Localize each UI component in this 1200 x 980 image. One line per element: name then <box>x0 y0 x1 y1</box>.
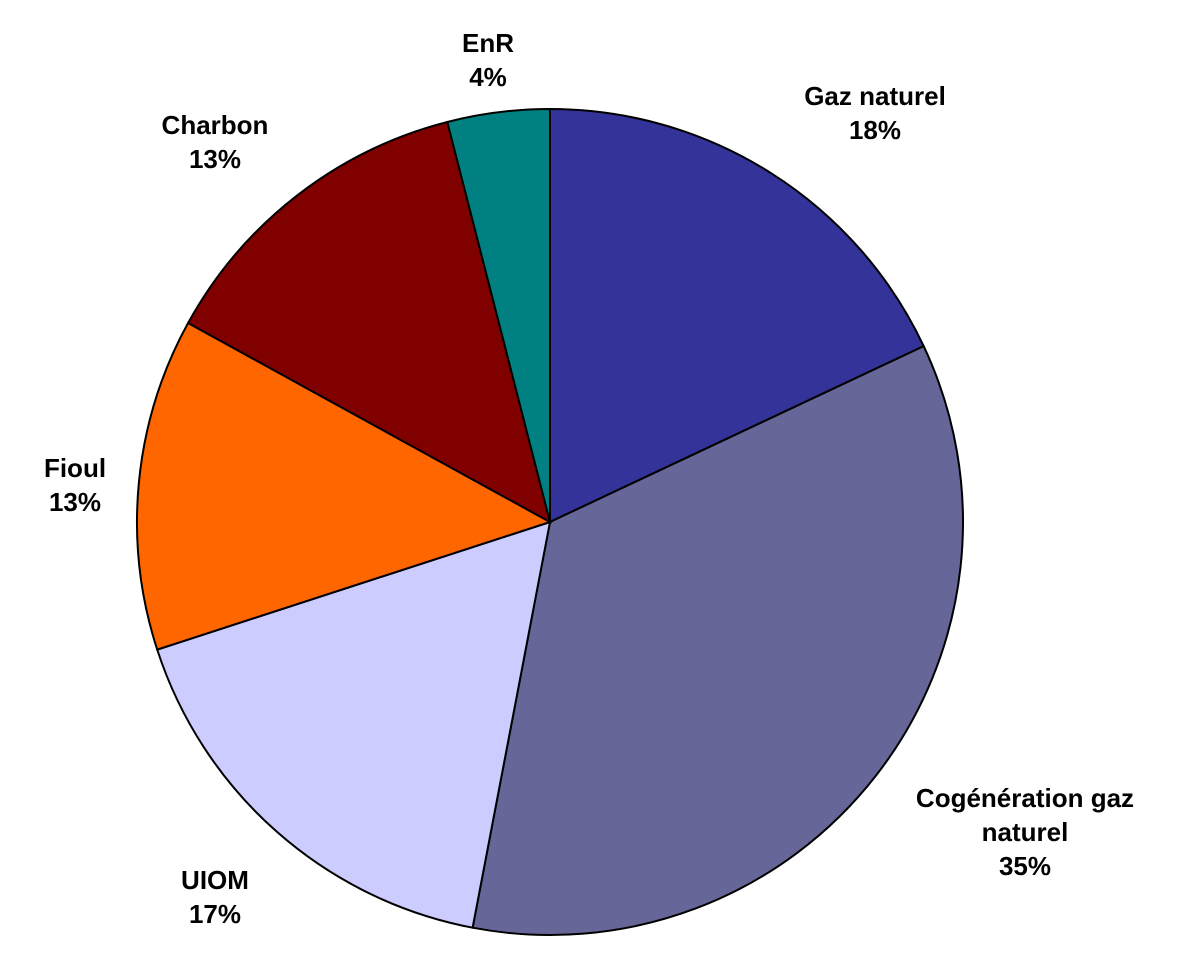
value-label: 13% <box>48 487 102 517</box>
slice-label: EnR 4% <box>438 26 538 94</box>
pie-slice <box>549 107 926 524</box>
pie-slice <box>155 520 552 929</box>
value-label: 4% <box>469 62 507 92</box>
category-label: EnR <box>462 28 514 58</box>
pie-slice <box>186 120 552 524</box>
category-label: UIOM <box>181 865 249 895</box>
slice-label: Fioul 13% <box>15 451 135 519</box>
value-label: 18% <box>848 115 902 145</box>
value-label: 17% <box>188 899 242 929</box>
value-label: 35% <box>998 851 1052 881</box>
category-label: Gaz naturel <box>804 81 946 111</box>
slice-label: Charbon 13% <box>125 108 305 176</box>
pie-slice <box>446 107 551 523</box>
slice-label: Cogénération gaz naturel 35% <box>875 781 1175 883</box>
category-label: Cogénération gaz naturel <box>915 783 1135 847</box>
pie-slice <box>136 321 553 651</box>
category-label: Charbon <box>161 110 269 140</box>
slice-label: Gaz naturel 18% <box>745 79 1005 147</box>
category-label: Fioul <box>43 453 107 483</box>
value-label: 13% <box>188 144 242 174</box>
slice-label: UIOM 17% <box>135 863 295 931</box>
pie-slice <box>471 344 964 936</box>
